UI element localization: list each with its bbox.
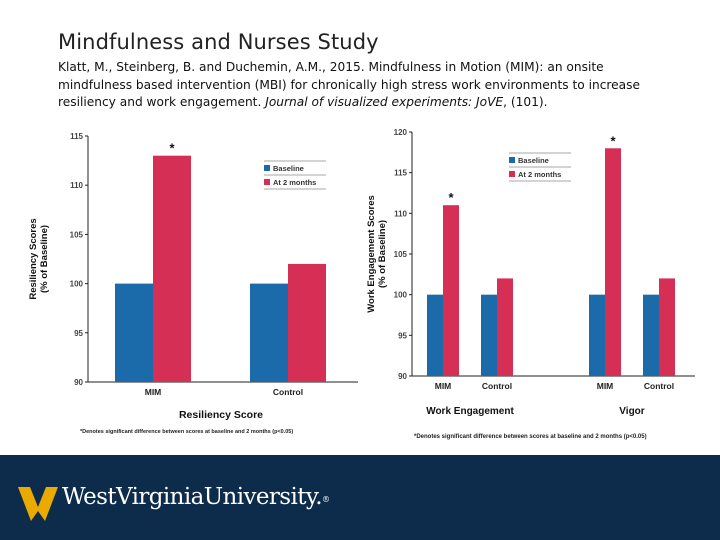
x-axis-label: Resiliency Score	[179, 409, 263, 421]
bar-at-2-months	[443, 205, 459, 376]
y-axis-label: Work Engagement Scores(% of Baseline)	[366, 195, 388, 313]
bar-at-2-months	[153, 155, 191, 382]
footer-bar	[0, 455, 720, 540]
y-tick-label: 100	[70, 280, 84, 289]
y-tick-label: 90	[398, 372, 407, 381]
citation: Klatt, M., Steinberg, B. and Duchemin, A…	[58, 59, 668, 112]
legend-label: At 2 months	[273, 178, 316, 187]
significance-asterisk: *	[610, 133, 616, 148]
legend-swatch	[509, 171, 515, 177]
x-tick-label: Control	[482, 381, 512, 391]
wv-logo-notch	[32, 487, 44, 502]
wv-logo-shape	[18, 487, 58, 521]
y-tick-label: 90	[74, 378, 83, 387]
y-tick-label: 105	[70, 230, 84, 239]
significance-asterisk: *	[169, 141, 175, 156]
chart-footnote: *Denotes significant difference between …	[414, 434, 647, 440]
y-tick-label: 95	[74, 329, 83, 338]
citation-journal: Journal of visualized experiments: JoVE	[265, 95, 504, 109]
bar-baseline	[589, 294, 605, 376]
x-tick-label: MIM	[597, 381, 614, 391]
legend-swatch	[264, 179, 270, 185]
work-engagement-chart: 90 95 100 105 110 115 120 Work Engagement Score…	[360, 120, 720, 445]
bar-at-2-months	[288, 263, 326, 382]
y-tick-label: 115	[394, 169, 407, 178]
y-tick-label: 115	[70, 132, 83, 141]
bar-baseline	[481, 294, 497, 376]
citation-end: , (101).	[503, 95, 548, 109]
legend-label: Baseline	[518, 156, 549, 165]
y-axis-label-line: (% of Baseline)	[39, 225, 50, 293]
y-tick-label: 120	[394, 128, 408, 137]
university-name: WestVirginiaUniversity.®	[62, 484, 330, 510]
legend-swatch	[509, 157, 515, 163]
bar-baseline	[643, 294, 659, 376]
y-tick-label: 105	[394, 250, 408, 259]
group-label: Vigor	[619, 406, 644, 417]
y-tick-label: 110	[394, 209, 407, 218]
legend-label: Baseline	[273, 164, 304, 173]
slide-title: Mindfulness and Nurses Study	[58, 30, 379, 54]
x-tick-label: Control	[273, 387, 303, 397]
y-axis-label-line: Work Engagement Scores	[366, 195, 377, 313]
bar-at-2-months	[605, 148, 621, 376]
y-axis-label: Resiliency Scores(% of Baseline)	[28, 218, 50, 299]
citation-main: Klatt, M., Steinberg, B. and Duchemin, A…	[58, 60, 640, 109]
y-axis-label-line: Resiliency Scores	[28, 218, 39, 299]
chart-footnote: *Denotes significant difference between …	[80, 429, 293, 435]
legend-swatch	[264, 165, 270, 171]
x-tick-label: MIM	[145, 387, 162, 397]
wv-flying-logo-icon	[18, 487, 58, 521]
bar-at-2-months	[497, 278, 513, 376]
resiliency-chart: 90 95 100 105 110 115 Resiliency Scores(% of B…	[28, 128, 360, 435]
x-tick-label: MIM	[435, 381, 452, 391]
x-tick-label: Control	[644, 381, 674, 391]
y-axis-label-line: (% of Baseline)	[377, 220, 388, 288]
legend-label: At 2 months	[518, 170, 561, 179]
bar-at-2-months	[659, 278, 675, 376]
y-tick-label: 100	[394, 291, 408, 300]
significance-asterisk: *	[448, 190, 454, 205]
y-tick-label: 110	[70, 181, 83, 190]
bar-baseline	[115, 283, 153, 382]
group-label: Work Engagement	[426, 406, 514, 417]
bar-baseline	[427, 294, 443, 376]
bar-baseline	[250, 283, 288, 382]
y-tick-label: 95	[398, 331, 407, 340]
